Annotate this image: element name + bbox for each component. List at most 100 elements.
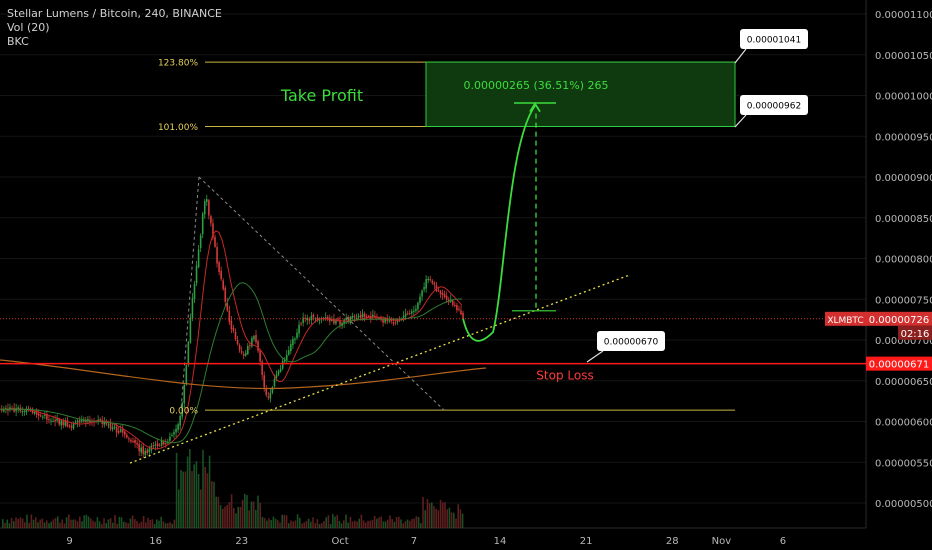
candle-body: [35, 410, 38, 415]
volume-bar: [248, 510, 250, 528]
volume-bar: [90, 518, 92, 528]
candle-body: [454, 305, 456, 307]
volume-bar: [340, 523, 343, 528]
candle-body: [64, 421, 67, 426]
x-tick-label: Nov: [712, 536, 732, 547]
candle-body: [99, 419, 101, 421]
volume-bar: [123, 521, 125, 528]
candle-body: [162, 442, 165, 445]
candle-body: [224, 287, 227, 302]
volume-bar: [422, 497, 424, 528]
volume-bar: [404, 521, 407, 528]
volume-bar: [6, 519, 8, 528]
candle-body: [11, 408, 13, 410]
candle-body: [396, 319, 399, 323]
candle-body: [70, 425, 73, 428]
volume-bar: [120, 517, 123, 528]
candle-body: [226, 302, 229, 311]
candle-body: [68, 425, 71, 427]
volume-bar: [98, 521, 101, 528]
volume-bar: [266, 520, 268, 528]
volume-bar: [186, 456, 189, 528]
candle-body: [333, 318, 335, 324]
candle-body: [37, 413, 40, 416]
triangle-left-line: [180, 176, 200, 411]
candle-body: [275, 374, 278, 378]
callout-pointer: [586, 350, 604, 363]
volume-indicator-label[interactable]: Vol (20): [7, 21, 50, 34]
candle-body: [220, 270, 222, 280]
candle-body: [74, 422, 77, 424]
callout-pointer: [734, 48, 747, 64]
volume-bar: [28, 522, 30, 528]
volume-bar: [459, 509, 462, 528]
y-tick-label: 0.00001100: [875, 10, 932, 21]
volume-bar: [57, 516, 59, 528]
stop-loss-label: Stop Loss: [536, 369, 593, 383]
candle-body: [160, 440, 163, 446]
volume-bar: [138, 523, 140, 528]
volume-bar: [228, 502, 231, 528]
candle-body: [48, 419, 50, 421]
volume-bar: [61, 519, 63, 528]
candle-body: [339, 321, 341, 325]
volume-bar: [312, 517, 314, 528]
candle-body: [390, 319, 393, 322]
callout-box: [740, 95, 808, 115]
candle-body: [27, 408, 30, 410]
candle-body: [419, 296, 421, 303]
candle-body: [42, 416, 44, 418]
candle-body: [388, 320, 391, 322]
volume-bar: [235, 513, 237, 528]
volume-bar: [46, 520, 48, 528]
volume-bar: [450, 512, 453, 528]
volume-bar: [461, 513, 464, 528]
candle-body: [115, 426, 118, 433]
candle-body: [17, 407, 19, 409]
candle-body: [324, 317, 327, 319]
volume-bar: [426, 499, 429, 528]
volume-bar: [415, 516, 418, 528]
volume-bar: [310, 521, 312, 528]
fib-level-label: 101.00%: [158, 123, 198, 133]
moving-average-fast: [0, 230, 463, 450]
candle-body: [80, 420, 83, 422]
y-tick-label: 0.00000900: [875, 173, 932, 184]
y-tick-label: 0.00000650: [875, 377, 932, 388]
candle-body: [109, 423, 112, 429]
candle-body: [437, 290, 440, 292]
candle-body: [271, 387, 274, 393]
bkc-indicator-label[interactable]: BKC: [7, 35, 29, 48]
y-tick-label: 0.00001000: [875, 92, 932, 103]
volume-bar: [239, 506, 242, 528]
volume-bar: [400, 519, 402, 528]
volume-bar: [380, 516, 382, 528]
volume-bar: [35, 517, 37, 528]
volume-bar: [316, 519, 319, 528]
candle-body: [124, 431, 126, 435]
volume-bar: [87, 516, 90, 528]
volume-bar: [305, 520, 308, 528]
volume-bar: [453, 512, 455, 528]
y-tick-label: 0.00000750: [875, 295, 932, 306]
candle-body: [292, 338, 294, 346]
candle-body: [306, 317, 309, 321]
candle-body: [456, 305, 458, 311]
volume-bar: [189, 449, 191, 528]
candle-body: [156, 443, 159, 447]
candle-body: [33, 411, 36, 414]
volume-bar: [314, 523, 316, 528]
candle-body: [408, 313, 411, 315]
candle-body: [257, 341, 259, 352]
volume-bar: [2, 519, 4, 528]
projection-arrowhead: [529, 101, 541, 113]
candle-body: [359, 314, 362, 318]
candle-body: [142, 446, 145, 455]
candle-body: [148, 448, 151, 453]
candle-body: [76, 420, 79, 423]
callout-box: [740, 29, 808, 49]
volume-bar: [52, 519, 55, 528]
volume-bar: [191, 470, 193, 528]
volume-bar: [395, 517, 398, 528]
